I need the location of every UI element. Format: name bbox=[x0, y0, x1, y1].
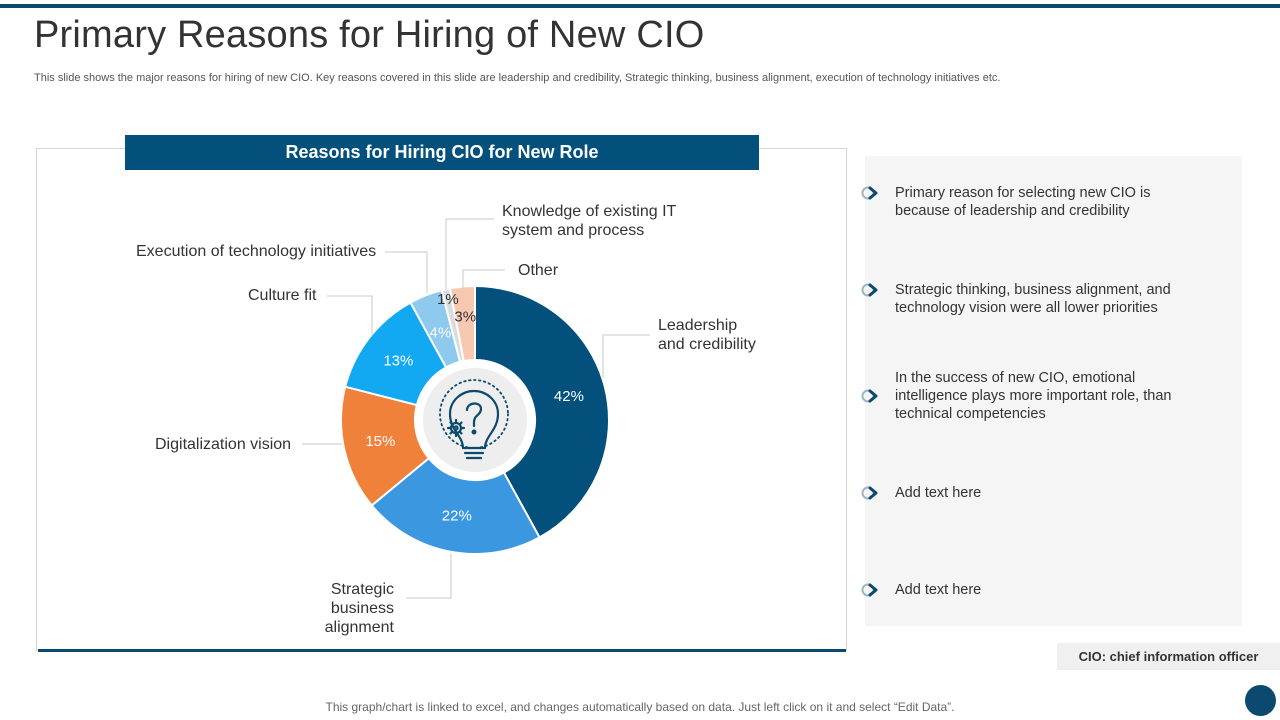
connector-line-knowledge bbox=[445, 218, 494, 290]
footer-note: This graph/chart is linked to excel, and… bbox=[325, 700, 955, 714]
callout-label-knowledge: Knowledge of existing IT system and proc… bbox=[502, 203, 677, 239]
key-point-text[interactable]: Add text here bbox=[895, 582, 982, 598]
key-points-panel bbox=[865, 156, 1242, 626]
lightbulb-question-gear-icon bbox=[439, 379, 509, 460]
value-label-leadership-and-credibility: 42% bbox=[554, 388, 584, 405]
callout-label-execution: Execution of technology initiatives bbox=[136, 243, 377, 260]
callout-label-leadership: Leadership and credibility bbox=[658, 317, 756, 353]
corner-decoration bbox=[1245, 685, 1276, 716]
connector-line-execution bbox=[385, 251, 428, 293]
chart-header: Reasons for Hiring CIO for New Role bbox=[125, 135, 759, 170]
key-point-text: In the success of new CIO, emotional int… bbox=[895, 370, 1172, 422]
chevron-right-icon bbox=[861, 283, 878, 297]
connector-line-culture-fit bbox=[327, 295, 373, 336]
value-label-other: 3% bbox=[454, 308, 476, 325]
top-accent-rule bbox=[0, 4, 1280, 8]
key-point-text: Primary reason for selecting new CIO is … bbox=[895, 185, 1151, 219]
chevron-right-icon bbox=[861, 583, 878, 597]
abbreviation-note: CIO: chief information officer bbox=[1057, 643, 1280, 670]
page-title: Primary Reasons for Hiring of New CIO bbox=[34, 14, 705, 56]
key-point-text: Strategic thinking, business alignment, … bbox=[895, 282, 1171, 316]
chevron-right-icon bbox=[861, 186, 878, 200]
key-point-text[interactable]: Add text here bbox=[895, 485, 982, 501]
value-label-culture-fit: 13% bbox=[383, 353, 413, 370]
callout-label-strategic-alignment: Strategic business alignment bbox=[324, 581, 394, 636]
callout-label-culture-fit: Culture fit bbox=[248, 287, 317, 304]
connector-line-strategic-alignment bbox=[406, 553, 452, 599]
callout-label-digitalization: Digitalization vision bbox=[155, 436, 292, 453]
value-label-digitalization-vision: 15% bbox=[365, 433, 395, 450]
connector-line-leadership bbox=[602, 334, 650, 378]
chevron-right-icon bbox=[861, 486, 878, 500]
value-label-knowledge-of-existing-it-system-and-process: 1% bbox=[437, 291, 459, 308]
chevron-right-icon bbox=[861, 389, 878, 403]
connector-line-other bbox=[462, 269, 505, 289]
chart-bottom-rule bbox=[38, 649, 846, 652]
value-label-execution-of-technology-initiatives: 4% bbox=[430, 325, 452, 342]
callout-label-other: Other bbox=[518, 262, 559, 279]
value-label-strategic-business-alignment: 22% bbox=[442, 507, 472, 524]
page-subtitle: This slide shows the major reasons for h… bbox=[34, 72, 1001, 84]
